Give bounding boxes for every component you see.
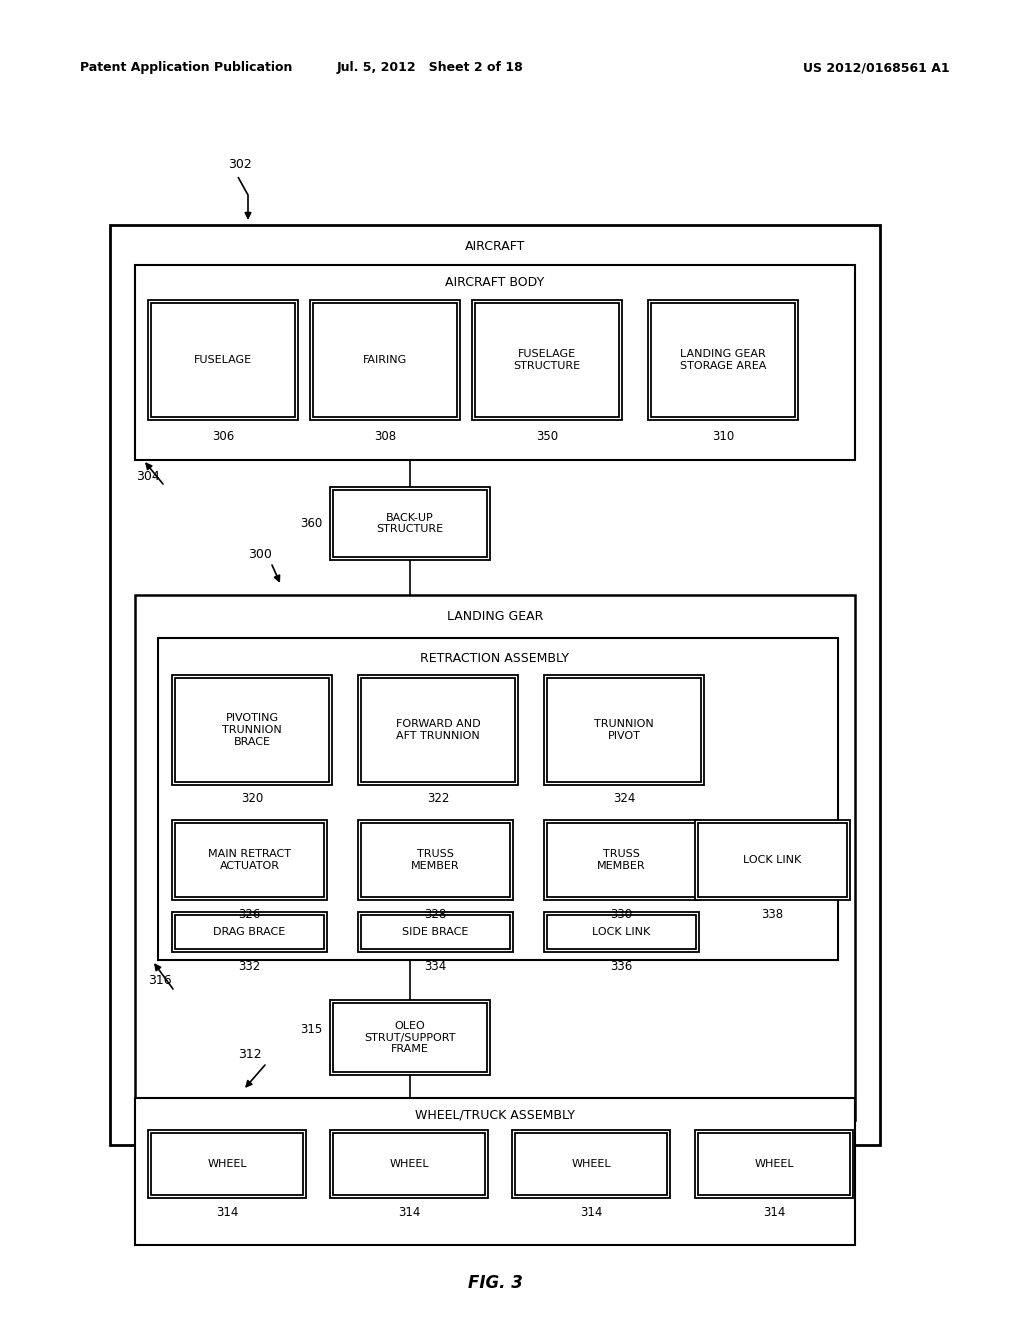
Bar bbox=[135, 1098, 855, 1245]
Text: TRUSS
MEMBER: TRUSS MEMBER bbox=[597, 849, 646, 871]
Bar bbox=[151, 304, 295, 417]
Bar bbox=[172, 912, 327, 952]
Bar bbox=[472, 300, 622, 420]
Text: FORWARD AND
AFT TRUNNION: FORWARD AND AFT TRUNNION bbox=[395, 719, 480, 741]
Text: FIG. 3: FIG. 3 bbox=[468, 1274, 522, 1292]
Bar bbox=[135, 265, 855, 459]
Bar bbox=[358, 912, 513, 952]
Text: FUSELAGE
STRUCTURE: FUSELAGE STRUCTURE bbox=[513, 350, 581, 371]
Text: WHEEL: WHEEL bbox=[571, 1159, 610, 1170]
Bar bbox=[151, 1133, 303, 1195]
Bar bbox=[544, 912, 699, 952]
Text: 314: 314 bbox=[397, 1205, 420, 1218]
Text: US 2012/0168561 A1: US 2012/0168561 A1 bbox=[804, 62, 950, 74]
Bar bbox=[547, 915, 696, 949]
Bar bbox=[512, 1130, 670, 1199]
Text: 328: 328 bbox=[424, 908, 446, 920]
Text: 314: 314 bbox=[580, 1205, 602, 1218]
Bar bbox=[544, 675, 705, 785]
Bar bbox=[651, 304, 795, 417]
Bar bbox=[330, 1130, 488, 1199]
Text: FUSELAGE: FUSELAGE bbox=[194, 355, 252, 366]
Text: 332: 332 bbox=[239, 960, 261, 973]
Text: 334: 334 bbox=[424, 960, 446, 973]
Text: 336: 336 bbox=[610, 960, 633, 973]
Text: AIRCRAFT: AIRCRAFT bbox=[465, 240, 525, 253]
Text: LOCK LINK: LOCK LINK bbox=[592, 927, 650, 937]
Bar bbox=[695, 820, 850, 900]
Bar bbox=[330, 487, 490, 560]
Bar bbox=[698, 1133, 850, 1195]
Bar bbox=[648, 300, 798, 420]
Bar bbox=[361, 678, 515, 781]
Text: Jul. 5, 2012   Sheet 2 of 18: Jul. 5, 2012 Sheet 2 of 18 bbox=[337, 62, 523, 74]
Text: TRUSS
MEMBER: TRUSS MEMBER bbox=[412, 849, 460, 871]
Text: 338: 338 bbox=[762, 908, 783, 920]
Bar bbox=[333, 490, 487, 557]
Bar bbox=[158, 638, 838, 960]
Text: OLEO
STRUT/SUPPORT
FRAME: OLEO STRUT/SUPPORT FRAME bbox=[365, 1020, 456, 1055]
Text: WHEEL: WHEEL bbox=[755, 1159, 794, 1170]
Text: 360: 360 bbox=[300, 517, 322, 531]
Text: 324: 324 bbox=[612, 792, 635, 805]
Bar bbox=[547, 678, 701, 781]
Bar bbox=[358, 820, 513, 900]
Bar bbox=[695, 1130, 853, 1199]
Text: 315: 315 bbox=[300, 1023, 322, 1036]
Bar bbox=[175, 678, 329, 781]
Text: 330: 330 bbox=[610, 908, 633, 920]
Text: 314: 314 bbox=[216, 1205, 239, 1218]
Text: PIVOTING
TRUNNION
BRACE: PIVOTING TRUNNION BRACE bbox=[222, 713, 282, 747]
Text: WHEEL: WHEEL bbox=[207, 1159, 247, 1170]
Text: LANDING GEAR
STORAGE AREA: LANDING GEAR STORAGE AREA bbox=[680, 350, 766, 371]
Bar bbox=[547, 822, 696, 898]
Bar bbox=[310, 300, 460, 420]
Text: 314: 314 bbox=[763, 1205, 785, 1218]
Text: 306: 306 bbox=[212, 429, 234, 442]
Bar bbox=[330, 1001, 490, 1074]
Text: BACK-UP
STRUCTURE: BACK-UP STRUCTURE bbox=[377, 512, 443, 535]
Text: DRAG BRACE: DRAG BRACE bbox=[213, 927, 286, 937]
Text: LANDING GEAR: LANDING GEAR bbox=[446, 610, 543, 623]
Text: 304: 304 bbox=[136, 470, 160, 483]
Bar bbox=[175, 915, 324, 949]
Text: Patent Application Publication: Patent Application Publication bbox=[80, 62, 293, 74]
Bar bbox=[135, 595, 855, 1119]
Text: 316: 316 bbox=[148, 974, 172, 986]
Bar bbox=[698, 822, 847, 898]
Bar bbox=[172, 820, 327, 900]
Text: 320: 320 bbox=[241, 792, 263, 805]
Bar bbox=[358, 675, 518, 785]
Text: MAIN RETRACT
ACTUATOR: MAIN RETRACT ACTUATOR bbox=[208, 849, 291, 871]
Text: 300: 300 bbox=[248, 549, 272, 561]
Bar bbox=[148, 1130, 306, 1199]
Text: 302: 302 bbox=[228, 158, 252, 172]
Text: FAIRING: FAIRING bbox=[362, 355, 408, 366]
Bar bbox=[333, 1133, 485, 1195]
Bar bbox=[361, 915, 510, 949]
Text: 322: 322 bbox=[427, 792, 450, 805]
Text: LOCK LINK: LOCK LINK bbox=[743, 855, 802, 865]
Text: 310: 310 bbox=[712, 429, 734, 442]
Bar bbox=[313, 304, 457, 417]
Text: 350: 350 bbox=[536, 429, 558, 442]
Text: SIDE BRACE: SIDE BRACE bbox=[402, 927, 469, 937]
Text: 326: 326 bbox=[239, 908, 261, 920]
Text: TRUNNION
PIVOT: TRUNNION PIVOT bbox=[594, 719, 654, 741]
Text: 308: 308 bbox=[374, 429, 396, 442]
Text: 312: 312 bbox=[238, 1048, 261, 1061]
Text: RETRACTION ASSEMBLY: RETRACTION ASSEMBLY bbox=[421, 652, 569, 664]
Bar bbox=[172, 675, 332, 785]
Text: AIRCRAFT BODY: AIRCRAFT BODY bbox=[445, 276, 545, 289]
Bar bbox=[148, 300, 298, 420]
Text: WHEEL: WHEEL bbox=[389, 1159, 429, 1170]
Bar bbox=[544, 820, 699, 900]
Bar bbox=[175, 822, 324, 898]
Bar bbox=[515, 1133, 667, 1195]
Bar bbox=[361, 822, 510, 898]
Text: WHEEL/TRUCK ASSEMBLY: WHEEL/TRUCK ASSEMBLY bbox=[415, 1109, 575, 1122]
Bar bbox=[110, 224, 880, 1144]
Bar bbox=[475, 304, 618, 417]
Bar bbox=[333, 1003, 487, 1072]
